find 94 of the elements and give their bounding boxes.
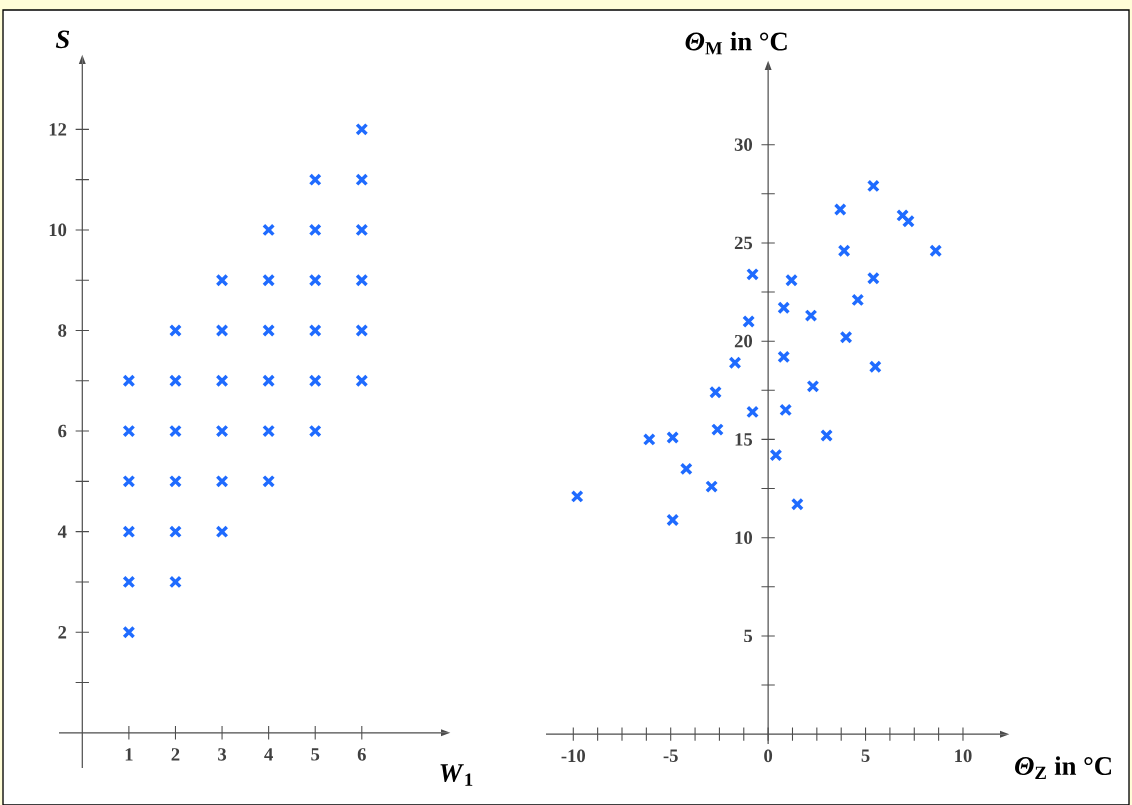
point xyxy=(355,122,369,136)
point xyxy=(777,350,791,364)
y-tick-label: 15 xyxy=(735,433,753,446)
y-tick-label: 4 xyxy=(57,525,67,538)
x-axis-title: Θ$_{Z}$ in °C xyxy=(1015,756,1112,779)
point xyxy=(215,525,229,539)
point xyxy=(851,293,865,307)
point xyxy=(666,430,680,444)
point xyxy=(570,489,584,503)
point xyxy=(901,214,915,228)
x-tick-label: 10 xyxy=(955,749,972,763)
point xyxy=(839,330,853,344)
point xyxy=(308,324,322,337)
point xyxy=(779,403,793,417)
point xyxy=(308,223,322,237)
point xyxy=(262,474,276,488)
point xyxy=(355,223,369,237)
point xyxy=(308,374,322,388)
y-tick-label: 10 xyxy=(49,223,67,237)
x-tick-label: -5 xyxy=(663,749,678,762)
point xyxy=(866,271,880,285)
point xyxy=(769,448,783,462)
point xyxy=(122,474,136,488)
point xyxy=(711,423,724,437)
point xyxy=(308,273,322,287)
x-tick-label: -10 xyxy=(561,749,586,763)
point xyxy=(866,179,880,193)
point xyxy=(929,244,943,258)
point xyxy=(169,525,182,539)
point xyxy=(355,374,369,388)
y-tick-label: 10 xyxy=(735,531,753,544)
point xyxy=(804,309,818,323)
y-tick-label: 30 xyxy=(734,138,753,151)
point xyxy=(215,424,229,438)
y-tick-label: 25 xyxy=(734,236,753,250)
y-tick-label: 2 xyxy=(58,626,67,639)
x-tick-label: 2 xyxy=(171,748,180,761)
point xyxy=(308,173,322,187)
point xyxy=(262,273,276,287)
point xyxy=(122,374,136,388)
point xyxy=(169,474,182,488)
y-tick-label: 5 xyxy=(744,629,753,643)
point xyxy=(728,356,742,370)
point xyxy=(122,424,136,438)
point xyxy=(262,324,276,337)
point xyxy=(355,273,369,287)
point xyxy=(169,324,182,337)
point xyxy=(785,273,798,287)
x-tick-label: 1 xyxy=(125,748,133,761)
point xyxy=(777,301,791,315)
x-axis-title: W$_{1}$ xyxy=(440,764,473,786)
point xyxy=(355,324,369,337)
point xyxy=(215,474,229,488)
x-tick-label: 4 xyxy=(264,748,273,761)
point xyxy=(122,625,136,639)
x-tick-label: 0 xyxy=(764,749,773,763)
point xyxy=(642,432,656,446)
point xyxy=(746,405,759,419)
point xyxy=(709,385,722,399)
point xyxy=(820,429,834,442)
x-tick-label: 3 xyxy=(218,748,227,761)
x-tick-label: 5 xyxy=(311,748,320,761)
point xyxy=(308,424,322,438)
y-tick-label: 8 xyxy=(58,324,67,337)
point xyxy=(215,374,229,388)
y-tick-label: 6 xyxy=(58,424,67,438)
point xyxy=(169,575,182,589)
point xyxy=(896,208,910,222)
point xyxy=(169,424,182,438)
y-tick-label: 12 xyxy=(49,123,67,136)
point xyxy=(666,513,680,527)
point xyxy=(868,360,882,374)
point xyxy=(355,173,369,187)
x-tick-label: 6 xyxy=(357,748,366,761)
point xyxy=(746,267,759,281)
point xyxy=(122,575,136,589)
point xyxy=(262,374,276,388)
point xyxy=(806,379,820,393)
point xyxy=(262,424,276,438)
point xyxy=(215,324,229,337)
point xyxy=(837,244,851,258)
point xyxy=(122,525,136,539)
y-axis-title: Θ$_{M}$ in °C xyxy=(685,31,787,55)
point xyxy=(679,462,693,476)
x-tick-label: 5 xyxy=(861,749,870,762)
point xyxy=(169,374,182,388)
point xyxy=(705,480,719,494)
y-axis-title: S xyxy=(55,30,70,49)
point xyxy=(215,273,229,287)
point xyxy=(742,315,756,328)
point xyxy=(833,203,847,216)
y-tick-label: 20 xyxy=(734,334,753,348)
point xyxy=(790,497,804,511)
point xyxy=(262,223,276,237)
